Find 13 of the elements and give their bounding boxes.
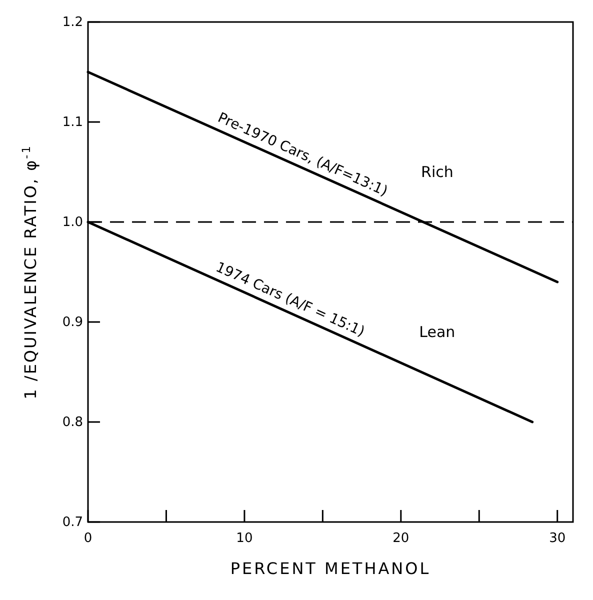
annotation: Rich (421, 163, 454, 181)
y-tick-label: 1.0 (62, 215, 83, 230)
x-tick-label: 10 (236, 531, 253, 546)
y-tick-label: 1.1 (62, 115, 83, 130)
x-tick-label: 0 (84, 531, 92, 546)
x-tick-label: 30 (549, 531, 566, 546)
x-tick-label: 20 (392, 531, 410, 546)
y-tick-label: 1.2 (62, 15, 83, 30)
y-tick-label: 0.7 (62, 515, 83, 530)
y-tick-label: 0.9 (62, 315, 83, 330)
annotation: Lean (419, 323, 456, 341)
x-axis-title: PERCENT METHANOL (230, 559, 431, 578)
y-tick-label: 0.8 (62, 415, 83, 430)
